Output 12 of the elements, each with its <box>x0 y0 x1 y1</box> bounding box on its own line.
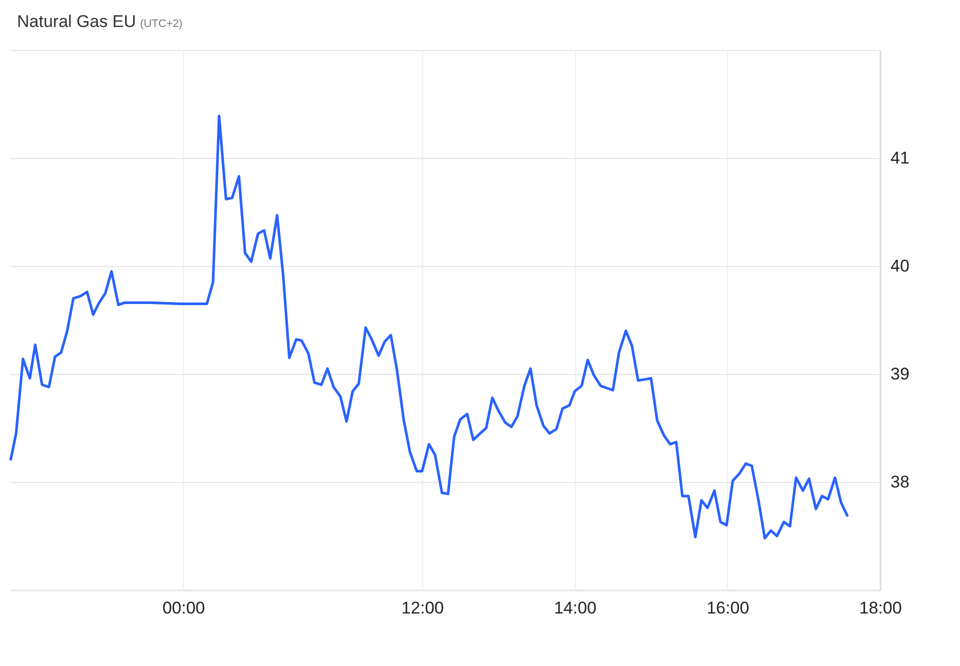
x-tick-label: 12:00 <box>401 598 444 618</box>
x-tick-label: 14:00 <box>554 598 597 618</box>
y-tick-label: 41 <box>890 148 910 168</box>
x-tick-label: 16:00 <box>706 598 750 618</box>
y-tick-label: 38 <box>890 472 910 492</box>
x-tick-label: 18:00 <box>859 598 902 618</box>
y-tick-label: 40 <box>890 256 910 276</box>
chart-title: Natural Gas EU <box>17 12 136 31</box>
y-tick-label: 39 <box>890 364 910 384</box>
line-series <box>9 114 848 540</box>
x-tick-label: 00:00 <box>162 598 206 618</box>
chart-subtitle: (UTC+2) <box>140 18 183 30</box>
